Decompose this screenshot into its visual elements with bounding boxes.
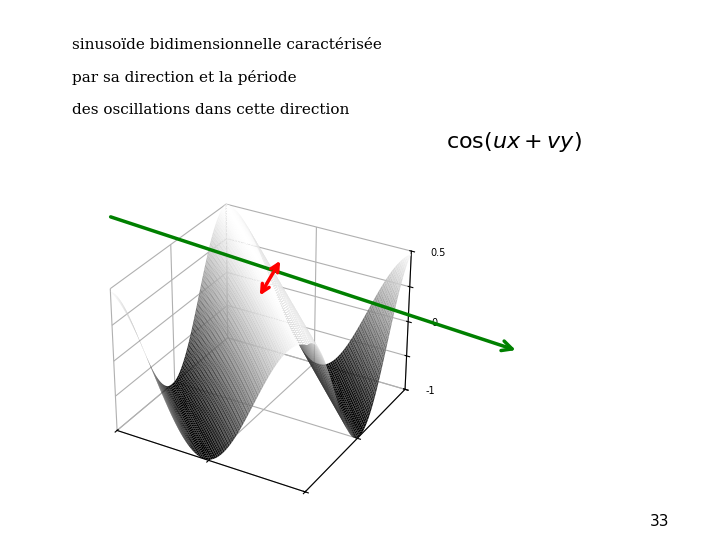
Text: sinusoïde bidimensionnelle caractérisée: sinusoïde bidimensionnelle caractérisée [72, 38, 382, 52]
Text: par sa direction et la période: par sa direction et la période [72, 70, 297, 85]
Text: $\cos(ux + vy)$: $\cos(ux + vy)$ [446, 130, 582, 153]
Text: des oscillations dans cette direction: des oscillations dans cette direction [72, 103, 349, 117]
Text: 33: 33 [650, 514, 670, 529]
